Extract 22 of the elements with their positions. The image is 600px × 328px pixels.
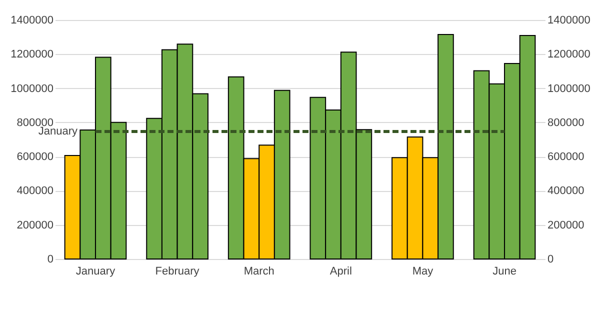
- x-tick-label: April: [330, 266, 352, 278]
- y-tick-label: 1200000: [10, 48, 54, 61]
- y2-tick-label: 1400000: [548, 14, 590, 26]
- y-tick-label: 600000: [16, 151, 54, 164]
- y2-tick-label: 0: [548, 254, 554, 266]
- y-tick-label: 400000: [16, 185, 54, 198]
- x-tick-label: February: [155, 266, 200, 278]
- y2-tick-label: 600000: [548, 151, 584, 164]
- y2-tick-label: 1200000: [548, 48, 590, 61]
- y2-tick-label: 400000: [548, 185, 584, 198]
- x-tick-label: January: [76, 266, 116, 278]
- y-tick-label: 1000000: [10, 82, 54, 95]
- x-tick-label: May: [412, 266, 434, 278]
- series-label: January: [38, 125, 78, 138]
- y-tick-label: 1400000: [10, 14, 54, 26]
- y-tick-label: 200000: [16, 219, 54, 232]
- y2-tick-label: 200000: [548, 219, 584, 232]
- y-tick-label: 0: [47, 254, 54, 266]
- x-tick-label: June: [492, 266, 516, 278]
- y2-tick-label: 1000000: [548, 82, 590, 95]
- y2-tick-label: 800000: [548, 116, 584, 129]
- x-tick-label: March: [244, 266, 274, 278]
